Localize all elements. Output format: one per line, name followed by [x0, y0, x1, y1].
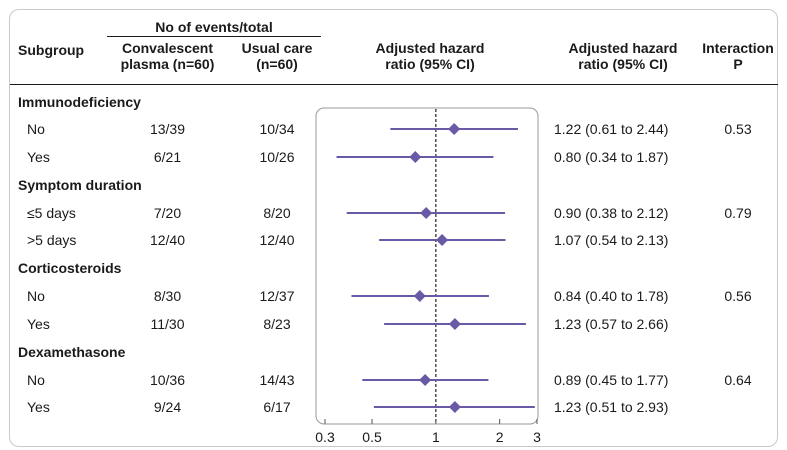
interaction-p: 0.79: [724, 205, 752, 221]
events-group-rule: [107, 36, 321, 37]
plasma-events: 8/30: [153, 288, 182, 304]
usual-care-events: 12/37: [259, 288, 295, 304]
row-label: ≤5 days: [27, 205, 76, 221]
row-label: Yes: [27, 149, 50, 165]
point-estimate-marker: [448, 401, 461, 413]
usual-care-events: 14/43: [259, 372, 295, 388]
plasma-header-line1: Convalescent: [121, 40, 214, 56]
figure-frame: [9, 9, 778, 447]
usual-care-header-line2: (n=60): [256, 56, 298, 72]
group-title-dexamethasone: Dexamethasone: [18, 344, 126, 360]
usual-care-events: 10/26: [259, 149, 295, 165]
row-label: Yes: [27, 316, 50, 332]
x-tick-label: 1: [432, 429, 440, 445]
group-title-corticosteroids: Corticosteroids: [18, 260, 122, 276]
hr-ci-text: 0.90 (0.38 to 2.12): [554, 205, 669, 221]
hr-ci-text: 0.89 (0.45 to 1.77): [554, 372, 669, 388]
point-estimate-marker: [436, 234, 449, 246]
usual-care-events: 10/34: [259, 121, 295, 137]
row-label: Yes: [27, 399, 50, 415]
point-estimate-marker: [409, 151, 422, 163]
plasma-events: 9/24: [153, 399, 182, 415]
interaction-p: 0.64: [724, 372, 752, 388]
hr-ci-text: 1.23 (0.51 to 2.93): [554, 399, 669, 415]
interaction-p: 0.53: [724, 121, 752, 137]
interaction-header-line2: P: [733, 56, 743, 72]
plasma-events: 7/20: [153, 205, 182, 221]
hr-ci-text: 1.07 (0.54 to 2.13): [554, 232, 669, 248]
row-label: No: [27, 121, 45, 137]
point-estimate-marker: [413, 290, 426, 302]
plot-header-line1: Adjusted hazard: [375, 40, 485, 56]
plasma-events: 13/39: [149, 121, 186, 137]
x-tick-label: 2: [496, 429, 504, 445]
point-estimate-marker: [420, 207, 433, 219]
hr-ci-text: 1.23 (0.57 to 2.66): [554, 316, 669, 332]
point-estimate-marker: [448, 123, 461, 135]
interaction-header-line1: Interaction: [702, 40, 774, 56]
plasma-header-line2: plasma (n=60): [120, 56, 215, 72]
plot-header-line2: ratio (95% CI): [385, 56, 475, 72]
usual-care-events: 12/40: [259, 232, 295, 248]
x-tick-label: 0.5: [362, 429, 382, 445]
hr-ci-text: 0.80 (0.34 to 1.87): [554, 149, 669, 165]
hr-ci-text: 1.22 (0.61 to 2.44): [554, 121, 669, 137]
group-title-immunodeficiency: Immunodeficiency: [18, 94, 141, 110]
usual-care-header-line1: Usual care: [241, 40, 313, 56]
row-label: No: [27, 372, 45, 388]
usual-care-events: 8/20: [263, 205, 291, 221]
plasma-events: 11/30: [150, 316, 185, 332]
usual-care-events: 8/23: [263, 316, 291, 332]
group-title-symptom-duration: Symptom duration: [18, 177, 142, 193]
hr-header-line2: ratio (95% CI): [578, 56, 668, 72]
header-rule: [10, 84, 778, 85]
interaction-p: 0.56: [724, 288, 752, 304]
point-estimate-marker: [448, 318, 461, 330]
x-tick-label: 3: [533, 429, 541, 445]
plasma-events: 12/40: [149, 232, 186, 248]
plot-panel-frame: [315, 107, 539, 425]
usual-care-events: 6/17: [263, 399, 291, 415]
row-label: No: [27, 288, 45, 304]
point-estimate-marker: [419, 374, 432, 386]
subgroup-header: Subgroup: [18, 42, 85, 58]
row-label: >5 days: [27, 232, 77, 248]
hr-ci-text: 0.84 (0.40 to 1.78): [554, 288, 669, 304]
plasma-events: 6/21: [153, 149, 182, 165]
events-group-header: No of events/total: [155, 19, 273, 35]
hr-header-line1: Adjusted hazard: [568, 40, 678, 56]
plasma-events: 10/36: [149, 372, 186, 388]
x-tick-label: 0.3: [315, 429, 335, 445]
